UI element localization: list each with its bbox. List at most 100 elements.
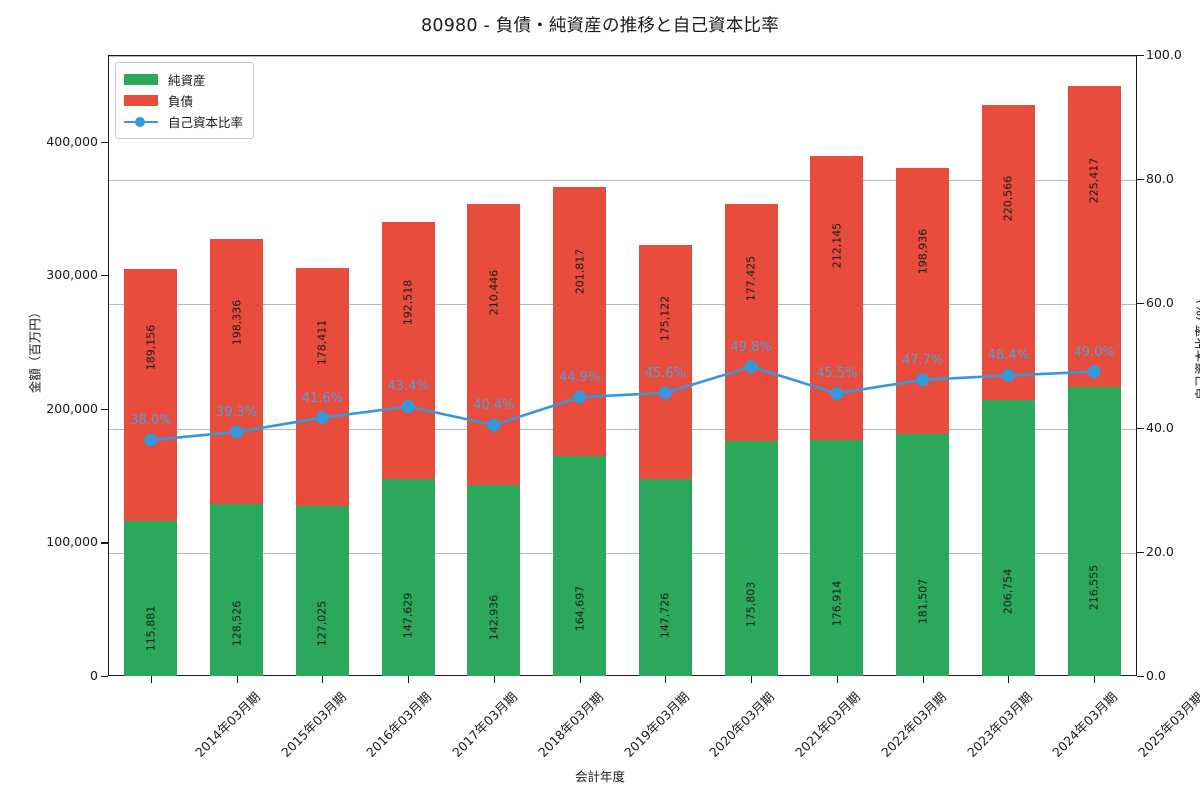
bar-segment-equity[interactable] [553, 456, 607, 676]
bar-segment-equity[interactable] [467, 485, 521, 676]
bar-segment-equity[interactable] [381, 478, 435, 676]
bar-value-label-equity: 142,936 [487, 594, 501, 640]
bar-value-label-liabilities: 192,518 [401, 279, 415, 326]
ratio-value-label: 48.4% [987, 348, 1030, 364]
bar-value-label-liabilities: 198,936 [916, 228, 930, 275]
y-axis-tickmark-left [101, 141, 108, 143]
y-axis-tickmark-right [1137, 676, 1144, 678]
bar-segment-equity[interactable] [724, 441, 778, 676]
x-axis-tick-label: 2018年03月期 [534, 689, 606, 760]
legend-item-liabilities[interactable]: 負債 [124, 90, 243, 111]
x-axis-tick-label: 2020年03月期 [706, 689, 778, 760]
ratio-value-label: 41.6% [301, 390, 344, 406]
ratio-value-label: 49.8% [730, 339, 772, 355]
bar-segment-liabilities[interactable] [981, 105, 1035, 400]
bar-value-label-equity: 147,726 [658, 592, 672, 639]
bar-value-label-liabilities: 212,145 [830, 222, 844, 269]
legend-item-equity-ratio[interactable]: 自己資本比率 [124, 111, 243, 132]
bar-value-label-equity: 147,629 [401, 592, 415, 639]
legend-label-equity: 純資産 [168, 73, 206, 88]
ratio-value-label: 43.4% [387, 379, 429, 395]
x-axis-tickmark [322, 676, 324, 683]
bar-value-label-liabilities: 178,411 [315, 320, 329, 366]
bar-value-label-equity: 206,754 [1001, 568, 1015, 615]
bar-segment-equity[interactable] [210, 504, 264, 676]
y-axis-tick-right: 0.0 [1146, 668, 1166, 683]
gridline [109, 304, 1136, 306]
y-axis-tickmark-left [101, 676, 108, 678]
y-axis-tickmark-right [1137, 303, 1144, 305]
x-axis-tickmark [408, 676, 410, 683]
x-axis-tickmark [751, 676, 753, 683]
bar-segment-equity[interactable] [896, 433, 950, 676]
bar-segment-equity[interactable] [981, 399, 1035, 676]
y-axis-tickmark-right [1137, 55, 1144, 57]
ratio-value-label: 44.9% [558, 370, 601, 386]
y-axis-tickmark-left [101, 275, 108, 277]
ratio-value-label: 49.0% [1073, 344, 1115, 360]
x-axis-tick-label: 2023年03月期 [963, 689, 1035, 760]
chart-title: 80980 - 負債・純資産の推移と自己資本比率 [421, 16, 779, 36]
y-axis-tick-left: 100,000 [46, 534, 98, 550]
x-axis-tick-label: 2022年03月期 [877, 689, 949, 760]
y-axis-tick-left: 300,000 [46, 267, 98, 283]
bar-segment-equity[interactable] [124, 521, 178, 676]
gridline [109, 552, 1136, 554]
y-axis-label-left: 金額（百万円） [27, 305, 43, 394]
y-axis-tickmark-left [101, 542, 108, 544]
y-axis-tickmark-right [1137, 427, 1144, 429]
legend-line-marker-icon [124, 115, 158, 129]
y-axis-tick-right: 20.0 [1146, 543, 1174, 559]
bar-value-label-liabilities: 175,122 [658, 295, 672, 341]
x-axis-tick-label: 2021年03月期 [792, 689, 864, 760]
bar-value-label-equity: 216,555 [1087, 564, 1101, 611]
y-axis-tick-right: 100.0 [1146, 47, 1182, 62]
bar-value-label-liabilities: 210,446 [487, 269, 501, 316]
bar-value-label-liabilities: 177,425 [744, 255, 758, 302]
y-axis-tick-right: 80.0 [1146, 171, 1174, 187]
ratio-value-label: 38.0% [130, 413, 172, 429]
y-axis-label-right: 自己資本比率 (%) [1193, 299, 1200, 400]
x-axis-tickmark [1008, 676, 1010, 683]
legend-item-equity[interactable]: 純資産 [124, 69, 243, 90]
ratio-value-label: 47.7% [901, 352, 944, 368]
legend-label-liabilities: 負債 [168, 94, 194, 109]
x-axis-tickmark [150, 676, 152, 683]
x-axis-tick-label: 2015年03月期 [277, 689, 349, 760]
bar-segment-equity[interactable] [638, 478, 692, 676]
y-axis-tickmark-left [101, 408, 108, 410]
x-axis-tickmark [836, 676, 838, 683]
legend-swatch-equity-icon [124, 74, 158, 85]
x-axis-tick-label: 2014年03月期 [191, 689, 263, 760]
bar-value-label-liabilities: 225,417 [1087, 157, 1101, 204]
bar-value-label-equity: 164,697 [573, 585, 587, 632]
y-axis-tickmark-right [1137, 551, 1144, 553]
ratio-value-label: 45.6% [644, 365, 687, 381]
y-axis-tick-left: 200,000 [46, 400, 98, 416]
bar-value-label-equity: 127,025 [315, 600, 329, 647]
bar-value-label-liabilities: 220,566 [1001, 175, 1015, 221]
legend-label-equity-ratio: 自己資本比率 [168, 115, 244, 130]
bar-value-label-liabilities: 198,336 [230, 299, 244, 346]
ratio-value-label: 40.4% [473, 398, 515, 414]
y-axis-tick-left: 0 [90, 668, 98, 683]
y-axis-tick-right: 60.0 [1146, 295, 1174, 311]
gridline [109, 56, 1136, 57]
x-axis-tickmark [665, 676, 667, 683]
bar-value-label-equity: 115,881 [144, 605, 158, 651]
x-axis-tickmark [1094, 676, 1096, 683]
x-axis-tick-label: 2017年03月期 [449, 689, 521, 760]
x-axis-tick-label: 2016年03月期 [363, 689, 435, 760]
bar-segment-equity[interactable] [810, 439, 864, 676]
x-axis-tick-label: 2019年03月期 [620, 689, 692, 760]
chart-legend: 純資産 負債 自己資本比率 [115, 62, 255, 139]
bar-value-label-equity: 175,803 [744, 581, 758, 627]
ratio-value-label: 45.5% [816, 366, 858, 382]
bar-value-label-liabilities: 189,156 [144, 325, 158, 371]
x-axis-tick-label: 2024年03月期 [1049, 689, 1121, 760]
bar-value-label-equity: 176,914 [830, 580, 844, 627]
bar-segment-equity[interactable] [295, 506, 349, 676]
bar-segment-liabilities[interactable] [1067, 85, 1121, 387]
x-axis-label: 会計年度 [574, 769, 625, 784]
